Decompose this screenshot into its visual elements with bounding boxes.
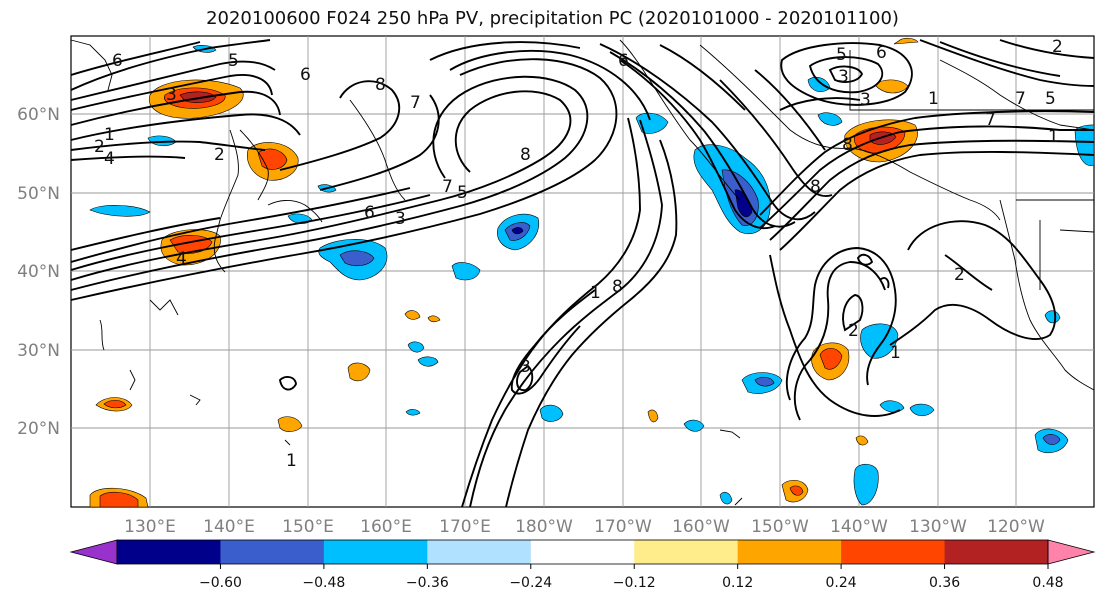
lon-label: 170°W bbox=[594, 517, 652, 537]
contour-label: 3 bbox=[838, 67, 849, 87]
contour-label: 3 bbox=[166, 85, 177, 105]
colorbar-tick-label: −0.24 bbox=[509, 575, 552, 591]
contour-label: 1 bbox=[928, 89, 939, 109]
contour-label: 1 bbox=[1048, 127, 1059, 147]
contour-label: 2 bbox=[94, 137, 105, 157]
colorbar-tick-label: −0.60 bbox=[199, 575, 242, 591]
contour-label: 8 bbox=[810, 177, 821, 197]
contour-label: 8 bbox=[520, 145, 531, 165]
map-panel: 6 5 6 8 7 8 3 2 1 4 2 4 3 6 7 5 8 7 1 2 … bbox=[70, 35, 1095, 508]
colorbar-segment bbox=[944, 540, 1049, 564]
colorbar-tick-label: 0.24 bbox=[826, 575, 857, 591]
contour-label: 5 bbox=[836, 45, 847, 65]
contour-label: 3 bbox=[860, 90, 871, 110]
contour-label: 6 bbox=[300, 65, 311, 85]
contour-label: 7 bbox=[410, 93, 421, 113]
contour-label: 8 bbox=[612, 277, 623, 297]
colorbar-tick-label: 0.48 bbox=[1032, 575, 1063, 591]
contour-label: 2 bbox=[1052, 37, 1063, 57]
lon-label: 160°W bbox=[672, 517, 730, 537]
map-title: 2020100600 F024 250 hPa PV, precipitatio… bbox=[206, 8, 899, 29]
colorbar-tick-label: 0.12 bbox=[722, 575, 753, 591]
contour-label: 7 bbox=[442, 177, 453, 197]
contour-label: 7 bbox=[1015, 89, 1026, 109]
lat-label: 50°N bbox=[17, 184, 60, 204]
contour-label: 1 bbox=[104, 125, 115, 145]
colorbar-segment bbox=[841, 540, 946, 564]
contour-label: 8 bbox=[375, 75, 386, 95]
colorbar-segment bbox=[634, 540, 739, 564]
contour-label: 5 bbox=[228, 51, 239, 71]
lon-label: 140°W bbox=[830, 517, 888, 537]
contour-label: 3 bbox=[520, 357, 531, 377]
contour-label: 7 bbox=[985, 110, 996, 130]
lat-label: 60°N bbox=[17, 105, 60, 125]
contour-label: 3 bbox=[395, 209, 406, 229]
colorbar-frame bbox=[116, 539, 1049, 565]
colorbar-extend-high bbox=[1047, 539, 1096, 565]
contour-label: 5 bbox=[1045, 89, 1056, 109]
contour-label: 1 bbox=[590, 283, 601, 303]
contour-label: 8 bbox=[842, 135, 853, 155]
lon-label: 180°W bbox=[515, 517, 573, 537]
lon-label: 140°E bbox=[203, 517, 255, 537]
lon-label: 150°E bbox=[282, 517, 334, 537]
lon-axis: 130°E 140°E 150°E 160°E 170°E 180°W 170°… bbox=[124, 517, 1045, 537]
contour-label: 6 bbox=[112, 51, 123, 71]
colorbar-tick-label: 0.36 bbox=[929, 575, 960, 591]
lon-label: 160°E bbox=[360, 517, 412, 537]
contour-label: 4 bbox=[104, 149, 115, 169]
lon-label: 120°W bbox=[987, 517, 1045, 537]
colorbar-segment bbox=[427, 540, 532, 564]
lon-label: 130°E bbox=[124, 517, 176, 537]
colorbar-tick-label: −0.12 bbox=[613, 575, 656, 591]
contour-label: 2 bbox=[954, 265, 965, 285]
lon-label: 150°W bbox=[751, 517, 809, 537]
colorbar-tick-label: −0.48 bbox=[302, 575, 345, 591]
contour-label: 2 bbox=[214, 145, 225, 165]
lat-label: 40°N bbox=[17, 262, 60, 282]
colorbar-segment bbox=[530, 540, 635, 564]
lat-axis: 60°N 50°N 40°N 30°N 20°N bbox=[17, 105, 60, 439]
contour-label: 2 bbox=[848, 321, 859, 341]
colorbar-tick-label: −0.36 bbox=[406, 575, 449, 591]
contour-label: 1 bbox=[286, 451, 297, 471]
colorbar: −0.60 −0.48 −0.36 −0.24 −0.12 0.12 0.24 0.36 0.4… bbox=[69, 539, 1096, 591]
lat-label: 20°N bbox=[17, 419, 60, 439]
contour-label: 6 bbox=[364, 203, 375, 223]
pv-contours bbox=[70, 39, 1095, 508]
colorbar-segment bbox=[220, 540, 325, 564]
contour-labels: 6 5 6 8 7 8 3 2 1 4 2 4 3 6 7 5 8 7 1 2 … bbox=[94, 37, 1063, 471]
lat-label: 30°N bbox=[17, 341, 60, 361]
lon-label: 130°W bbox=[909, 517, 967, 537]
colorbar-segment bbox=[737, 540, 842, 564]
contour-label: 4 bbox=[176, 249, 187, 269]
contour-label: 6 bbox=[618, 51, 629, 71]
contour-label: 1 bbox=[890, 343, 901, 363]
contour-label: 6 bbox=[876, 43, 887, 63]
colorbar-segment bbox=[323, 540, 428, 564]
lon-label: 170°E bbox=[439, 517, 491, 537]
contour-label: 5 bbox=[457, 183, 468, 203]
colorbar-segment bbox=[117, 540, 221, 564]
colorbar-extend-low bbox=[69, 539, 118, 565]
